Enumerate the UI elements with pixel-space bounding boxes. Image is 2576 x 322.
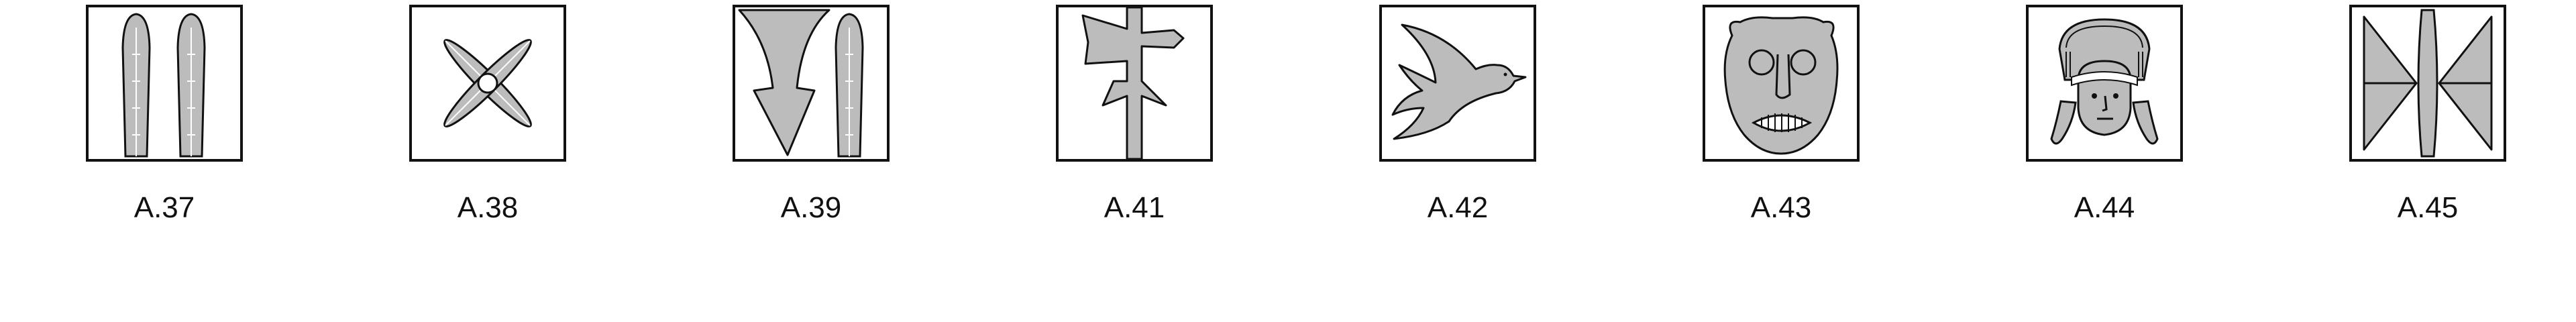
glyph-cell: A.41 [1056,5,1213,233]
arrowhead-and-leaf-icon [738,9,864,158]
glyph-frame [86,5,243,162]
glyph-label: A.43 [1750,191,1812,224]
glyph-frame [2349,5,2506,162]
glyph-label: A.44 [2074,191,2135,224]
glyph-cell: A.39 [733,5,890,233]
glyph-frame [1379,5,1536,162]
glyph-label: A.39 [780,191,842,224]
two-leaves-icon [121,13,206,158]
sphinx-head-icon [2050,18,2159,145]
glyph-label: A.45 [2397,191,2459,224]
glyph-label: A.38 [457,191,519,224]
glyph-cell: A.45 [2349,5,2506,233]
glyph-frame [2026,5,2183,162]
glyph-frame [733,5,890,162]
bird-icon [1391,23,1527,140]
glyph-label: A.42 [1427,191,1489,224]
glyph-frame [1703,5,1860,162]
glyph-label: A.41 [1104,191,1165,224]
double-axe-icon [2363,9,2493,158]
glyph-cell: A.38 [409,5,566,233]
glyph-label: A.37 [133,191,195,224]
post-and-flag-icon [1081,7,1185,159]
glyph-frame [409,5,566,162]
glyph-cell: A.43 [1703,5,1860,233]
glyph-frame [1056,5,1213,162]
mask-face-icon [1723,16,1839,155]
four-petal-cross-icon [443,39,532,127]
glyph-cell: A.37 [86,5,243,233]
glyph-cell: A.42 [1379,5,1536,233]
glyph-cell: A.44 [2026,5,2183,233]
